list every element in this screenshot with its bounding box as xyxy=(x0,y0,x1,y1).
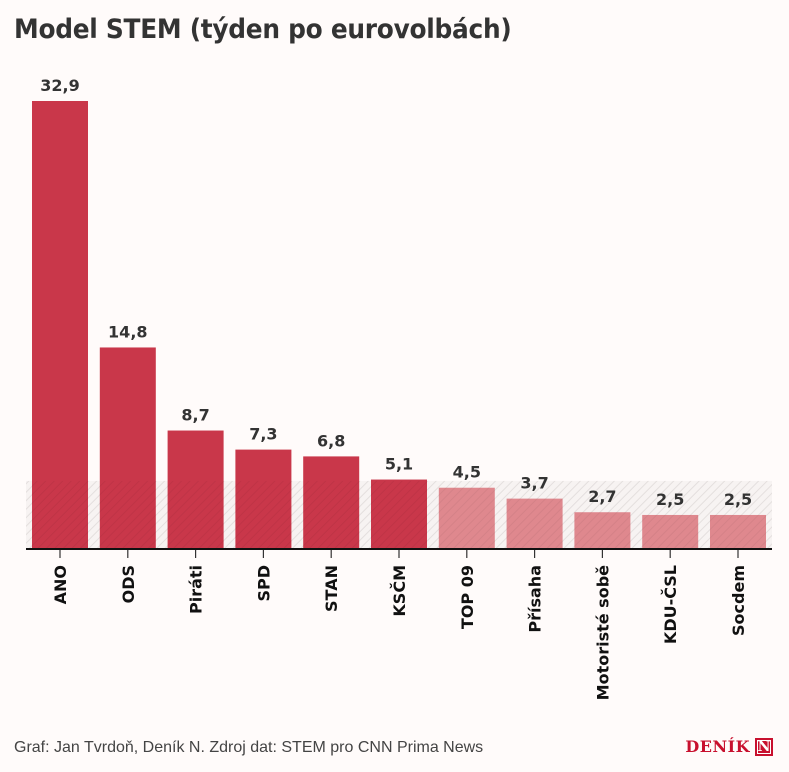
value-label: 8,7 xyxy=(181,406,209,425)
value-label: 5,1 xyxy=(385,455,413,474)
bar-hatch-overlay xyxy=(642,514,699,549)
category-label: Socdem xyxy=(729,565,748,636)
source-credit: Graf: Jan Tvrdoň, Deník N. Zdroj dat: ST… xyxy=(14,739,484,756)
value-label: 2,7 xyxy=(588,487,616,506)
value-label: 2,5 xyxy=(724,490,752,509)
category-label: Přísaha xyxy=(526,565,545,633)
value-label: 7,3 xyxy=(249,425,277,444)
logo-text: DENÍK xyxy=(685,737,750,756)
category-label: KDU-ČSL xyxy=(661,565,680,644)
denik-n-logo[interactable]: DENÍK N xyxy=(685,737,773,756)
bar-chart: 32,9 14,8 8,7 7,3 6,8 5,1 4,5 3,7 2,7 2,5 2,5 ANO O… xyxy=(26,76,772,700)
bar-hatch-overlay xyxy=(371,480,427,549)
chart-title: Model STEM (týden po eurovolbách) xyxy=(14,14,512,45)
bar-hatch-overlay xyxy=(235,480,292,549)
bar-hatch-overlay xyxy=(99,480,156,549)
category-label: ODS xyxy=(119,565,138,603)
bar-hatch-overlay xyxy=(506,498,563,549)
bar-ano[interactable] xyxy=(32,101,88,549)
category-label: Motoristé sobě xyxy=(593,565,612,700)
logo-n-icon: N xyxy=(755,737,773,756)
bar-hatch-overlay xyxy=(32,480,88,549)
bar-hatch-overlay xyxy=(438,487,495,549)
value-label: 4,5 xyxy=(453,463,481,482)
bar-hatch-overlay xyxy=(710,514,766,549)
value-label: 3,7 xyxy=(520,474,548,493)
category-label: SPD xyxy=(254,565,273,602)
bar-hatch-overlay xyxy=(303,480,360,549)
category-label: STAN xyxy=(322,565,341,612)
category-label: TOP 09 xyxy=(458,565,477,629)
value-label: 32,9 xyxy=(40,76,79,95)
value-label: 14,8 xyxy=(108,322,147,341)
category-label: KSČM xyxy=(390,565,409,617)
bar-hatch-overlay xyxy=(574,512,631,549)
category-label: ANO xyxy=(51,565,70,604)
value-label: 6,8 xyxy=(317,431,345,450)
value-label: 2,5 xyxy=(656,490,684,509)
bar-hatch-overlay xyxy=(167,480,224,549)
category-label: Piráti xyxy=(187,565,206,614)
